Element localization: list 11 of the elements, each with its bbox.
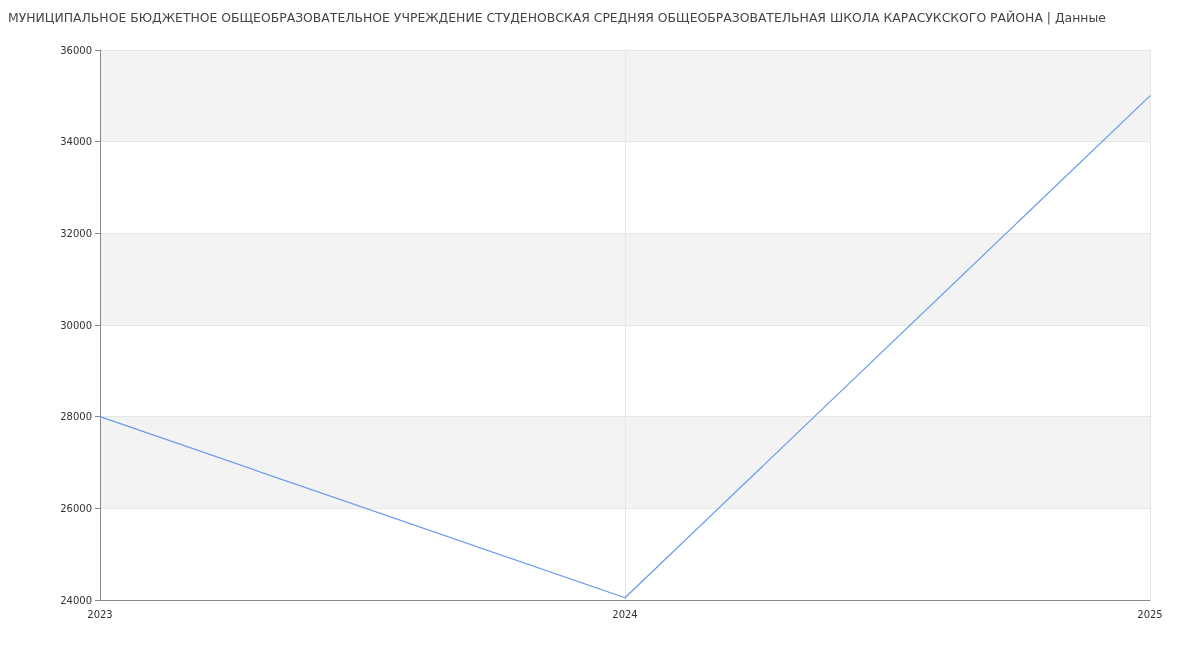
y-tick-label: 26000 xyxy=(60,502,92,514)
y-tick-label: 30000 xyxy=(60,319,92,331)
y-tick-label: 28000 xyxy=(60,411,92,423)
y-tick-label: 34000 xyxy=(60,136,92,148)
x-tick-label: 2025 xyxy=(1137,608,1163,620)
y-tick-label: 36000 xyxy=(60,44,92,56)
x-tick-label: 2023 xyxy=(87,608,113,620)
y-tick-label: 32000 xyxy=(60,227,92,239)
chart-title: МУНИЦИПАЛЬНОЕ БЮДЖЕТНОЕ ОБЩЕОБРАЗОВАТЕЛЬНОЕ УЧРЕЖДЕНИЕ СТУДЕНОВСКАЯ СРЕДНЯЯ ОБЩЕОБРАЗОВАТЕЛЬНАЯ ШКОЛА КАРАСУКСКОГО РАЙОНА | Данные xyxy=(8,9,1106,25)
x-tick-label: 2024 xyxy=(612,608,638,620)
y-tick-label: 24000 xyxy=(60,594,92,606)
